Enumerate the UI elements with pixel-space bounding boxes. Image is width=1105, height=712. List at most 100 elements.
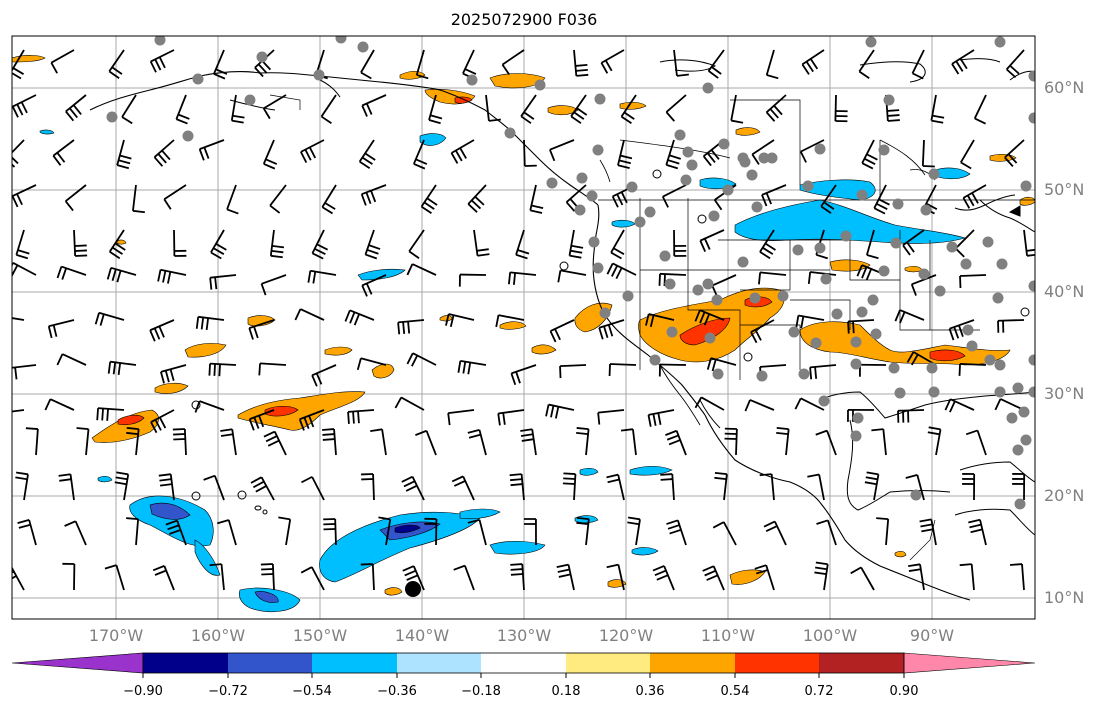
- latitude-label: 10°N: [1044, 588, 1085, 607]
- wind-barb: [269, 229, 285, 259]
- station-marker: [1012, 444, 1024, 456]
- wind-barb: [298, 409, 325, 431]
- station-marker: [766, 152, 778, 164]
- wind-barb: [473, 229, 490, 257]
- wind-barb: [248, 409, 275, 431]
- station-marker: [878, 265, 890, 277]
- wind-barb: [347, 409, 375, 424]
- wind-barb: [126, 427, 140, 456]
- station-marker: [594, 93, 606, 105]
- wind-barb: [203, 474, 225, 501]
- longitude-label: 100°W: [802, 626, 858, 645]
- wind-barb: [402, 565, 425, 591]
- wind-barb: [850, 566, 875, 591]
- station-marker: [792, 244, 804, 256]
- station-marker: [850, 336, 862, 348]
- station-marker: [704, 332, 716, 344]
- station-marker: [918, 268, 930, 280]
- station-marker: [966, 340, 978, 352]
- longitude-label: 120°W: [598, 626, 654, 645]
- colorbar-tick-label: −0.72: [208, 684, 248, 699]
- wind-barb: [451, 475, 475, 501]
- wind-barb: [195, 315, 225, 331]
- wind-barb: [673, 229, 687, 257]
- wind-barb: [65, 94, 87, 122]
- wind-barb: [108, 49, 125, 79]
- wind-barb: [959, 274, 987, 289]
- wind-barb: [248, 319, 275, 340]
- station-marker: [256, 51, 268, 63]
- wind-barb: [194, 400, 225, 413]
- wind-barb: [447, 409, 475, 426]
- wind-barb: [209, 274, 237, 290]
- wind-barb: [965, 429, 987, 456]
- wind-barb: [702, 565, 725, 591]
- station-marker: [802, 180, 814, 192]
- station-marker: [960, 258, 972, 270]
- station-marker: [850, 430, 862, 442]
- wind-barb: [467, 428, 487, 456]
- station-marker: [888, 362, 900, 374]
- wind-barb: [406, 263, 437, 276]
- wind-barb: [794, 397, 825, 411]
- wind-barb: [807, 271, 837, 285]
- station-marker: [798, 368, 810, 380]
- wind-barb: [209, 563, 225, 591]
- station-marker: [644, 206, 656, 218]
- wind-barb: [707, 49, 725, 79]
- wind-barb: [358, 139, 376, 170]
- wind-barb: [809, 364, 837, 380]
- station-marker: [946, 241, 958, 253]
- station-marker: [756, 370, 768, 382]
- station-marker: [865, 36, 877, 48]
- station-marker: [313, 69, 325, 81]
- station-marker: [890, 237, 902, 249]
- wind-barb: [921, 139, 935, 168]
- wind-barb: [620, 428, 637, 456]
- wind-barb: [360, 184, 387, 206]
- wind-barb: [576, 427, 590, 456]
- wind-barb: [378, 516, 392, 546]
- wind-barb: [47, 319, 75, 339]
- wind-barb: [300, 566, 325, 591]
- wind-barb: [905, 474, 925, 501]
- station-marker: [692, 284, 704, 296]
- wind-barb: [104, 564, 125, 591]
- longitude-label: 110°W: [700, 626, 756, 645]
- station-marker: [574, 204, 586, 216]
- map-panel[interactable]: [0, 33, 1039, 620]
- wind-barb: [424, 517, 438, 546]
- wind-barb: [467, 184, 487, 213]
- wind-barb: [894, 309, 925, 324]
- wind-barb: [173, 229, 187, 257]
- station-marker: [722, 184, 734, 196]
- wind-barb: [152, 565, 175, 591]
- wind-barb: [370, 428, 387, 456]
- station-marker: [357, 41, 369, 53]
- wind-barb: [873, 184, 890, 215]
- wind-barb: [106, 266, 137, 283]
- station-marker: [626, 181, 638, 193]
- wind-barb: [158, 473, 175, 501]
- station-marker: [659, 250, 671, 262]
- latitude-label: 30°N: [1044, 384, 1085, 403]
- wind-barb: [62, 562, 76, 591]
- wind-barb: [801, 49, 825, 75]
- wind-barb: [1009, 563, 1025, 591]
- station-marker: [777, 290, 789, 302]
- wind-barb: [495, 314, 525, 328]
- wind-barb: [694, 396, 725, 411]
- station-marker: [1014, 498, 1026, 510]
- wind-barb: [902, 229, 925, 256]
- wind-barb: [322, 428, 337, 456]
- wind-barb: [776, 427, 790, 456]
- station-marker: [534, 79, 546, 91]
- wind-barb: [307, 269, 337, 284]
- longitude-label: 90°W: [909, 626, 955, 645]
- wind-barb: [56, 265, 87, 280]
- station-marker: [1028, 354, 1035, 366]
- station-marker: [634, 216, 646, 228]
- colorbar-tick-label: −0.36: [377, 684, 417, 699]
- wind-barb: [968, 518, 987, 546]
- wind-barb: [815, 429, 837, 456]
